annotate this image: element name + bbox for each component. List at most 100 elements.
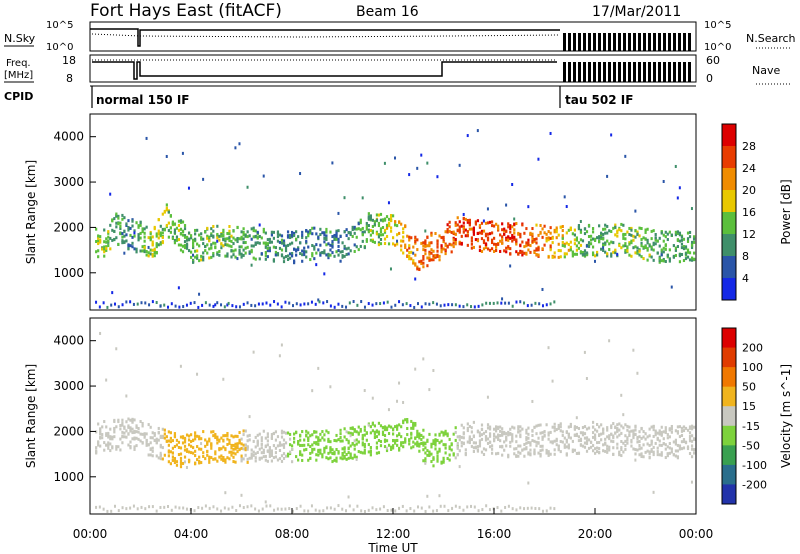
heatmap-cell bbox=[159, 242, 162, 246]
heatmap-cell bbox=[196, 249, 199, 253]
heatmap-cell bbox=[202, 430, 205, 434]
heatmap-cell bbox=[123, 240, 126, 244]
heatmap-cell bbox=[220, 246, 223, 250]
heatmap-cell bbox=[264, 241, 267, 245]
heatmap-cell bbox=[95, 446, 98, 450]
heatmap-cell bbox=[507, 301, 510, 305]
nave-bar bbox=[618, 62, 621, 82]
heatmap-cell bbox=[375, 232, 379, 236]
heatmap-cell bbox=[523, 301, 526, 305]
heatmap-cell bbox=[250, 263, 253, 267]
noise-tick-high-left: 10^5 bbox=[46, 20, 73, 31]
heatmap-cell bbox=[351, 234, 354, 238]
heatmap-cell bbox=[314, 508, 317, 512]
heatmap-cell bbox=[323, 446, 326, 450]
heatmap-cell bbox=[507, 245, 510, 249]
heatmap-cell bbox=[468, 441, 471, 445]
heatmap-cell bbox=[305, 429, 308, 433]
heatmap-cell bbox=[561, 440, 564, 444]
heatmap-cell bbox=[596, 429, 599, 433]
heatmap-cell bbox=[230, 450, 233, 454]
heatmap-cell bbox=[521, 427, 524, 431]
heatmap-cell bbox=[509, 226, 512, 230]
heatmap-cell bbox=[555, 428, 558, 432]
heatmap-cell bbox=[301, 453, 304, 457]
heatmap-cell bbox=[220, 509, 223, 513]
heatmap-cell bbox=[238, 248, 241, 252]
heatmap-cell bbox=[485, 301, 488, 305]
heatmap-cell bbox=[656, 251, 659, 255]
x-tick-label: 00:00 bbox=[679, 527, 714, 541]
heatmap-cell bbox=[583, 436, 587, 440]
heatmap-cell bbox=[248, 250, 251, 254]
heatmap-cell bbox=[369, 450, 372, 454]
heatmap-cell bbox=[678, 435, 682, 439]
heatmap-cell bbox=[189, 451, 193, 455]
heatmap-cell bbox=[408, 173, 411, 177]
heatmap-cell bbox=[492, 434, 496, 438]
heatmap-cell bbox=[192, 238, 195, 242]
heatmap-cell bbox=[210, 456, 213, 460]
heatmap-cell bbox=[583, 249, 587, 253]
heatmap-cell bbox=[240, 245, 243, 249]
heatmap-cell bbox=[169, 436, 172, 440]
heatmap-cell bbox=[440, 236, 443, 240]
heatmap-cell bbox=[509, 432, 512, 436]
heatmap-cell bbox=[381, 226, 385, 230]
heatmap-cell bbox=[272, 245, 276, 249]
heatmap-cell bbox=[436, 242, 439, 246]
heatmap-cell bbox=[430, 445, 433, 449]
heatmap-cell bbox=[664, 430, 667, 434]
heatmap-cell bbox=[535, 424, 538, 428]
noise-panel: N.Sky 10^5 10^0 10^5 10^0 N.Search bbox=[4, 20, 796, 53]
heatmap-cell bbox=[660, 253, 663, 257]
heatmap-cell bbox=[222, 230, 225, 234]
heatmap-cell bbox=[569, 240, 572, 244]
heatmap-cell bbox=[626, 441, 629, 445]
heatmap-cell bbox=[632, 432, 635, 436]
heatmap-cell bbox=[345, 252, 348, 256]
heatmap-cell bbox=[206, 450, 209, 454]
heatmap-cell bbox=[337, 504, 340, 508]
heatmap-cell bbox=[422, 244, 425, 248]
heatmap-cell bbox=[410, 426, 413, 430]
heatmap-cell bbox=[101, 425, 104, 429]
heatmap-cell bbox=[109, 442, 112, 446]
heatmap-cell bbox=[383, 237, 387, 241]
heatmap-cell bbox=[545, 423, 548, 427]
heatmap-cell bbox=[187, 438, 191, 442]
heatmap-cell bbox=[650, 245, 653, 249]
heatmap-cell bbox=[444, 230, 447, 234]
heatmap-cell bbox=[106, 509, 109, 513]
heatmap-cell bbox=[596, 236, 599, 240]
heatmap-cell bbox=[272, 230, 276, 234]
heatmap-cell bbox=[143, 227, 146, 231]
heatmap-cell bbox=[507, 433, 510, 437]
heatmap-cell bbox=[202, 255, 205, 259]
heatmap-cell bbox=[286, 452, 290, 456]
heatmap-cell bbox=[262, 227, 265, 231]
heatmap-cell bbox=[549, 236, 552, 240]
heatmap-cell bbox=[258, 234, 261, 238]
heatmap-cell bbox=[179, 446, 183, 450]
heatmap-cell bbox=[624, 434, 627, 438]
heatmap-cell bbox=[133, 445, 136, 449]
heatmap-cell bbox=[541, 287, 544, 291]
heatmap-cell bbox=[567, 432, 570, 436]
heatmap-cell bbox=[252, 229, 255, 233]
heatmap-cell bbox=[666, 232, 669, 236]
heatmap-cell bbox=[192, 451, 195, 455]
heatmap-cell bbox=[610, 426, 613, 430]
heatmap-cell bbox=[646, 248, 649, 252]
heatmap-cell bbox=[435, 302, 438, 306]
heatmap-cell bbox=[646, 449, 649, 453]
heatmap-cell bbox=[606, 426, 609, 430]
heatmap-cell bbox=[111, 291, 114, 295]
heatmap-cell bbox=[612, 436, 615, 440]
heatmap-cell bbox=[460, 441, 463, 445]
heatmap-cell bbox=[551, 425, 554, 429]
heatmap-cell bbox=[652, 425, 655, 429]
heatmap-cell bbox=[523, 507, 526, 511]
heatmap-cell bbox=[577, 241, 581, 245]
heatmap-cell bbox=[327, 439, 330, 443]
